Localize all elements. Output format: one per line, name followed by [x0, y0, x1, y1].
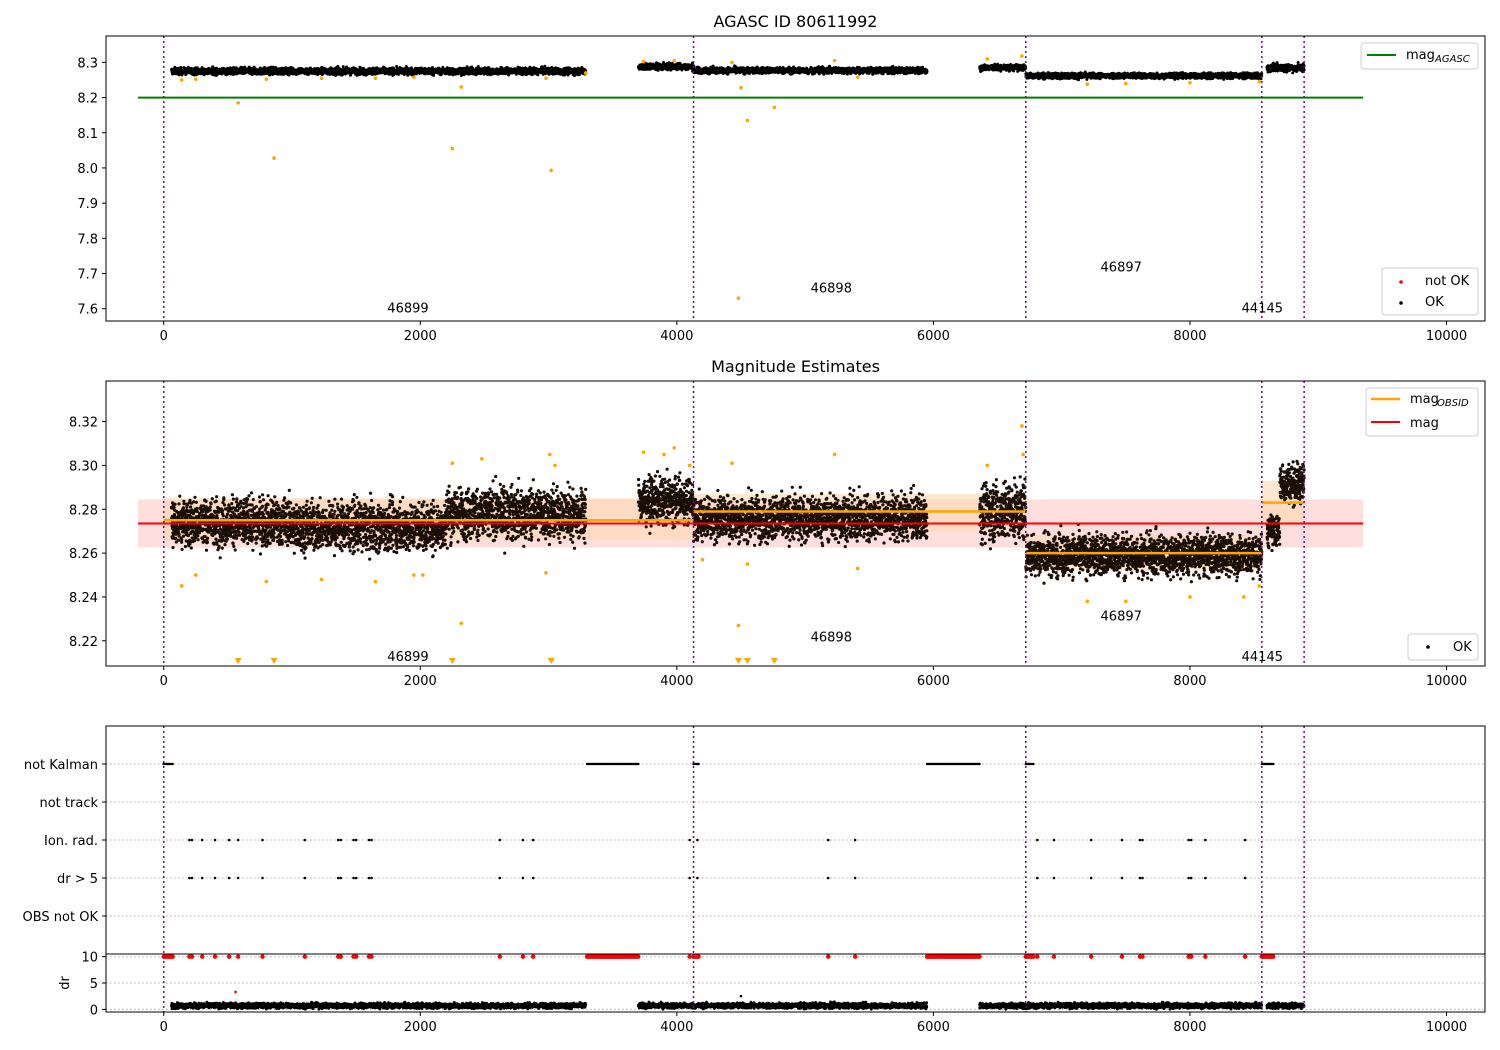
ok-point	[573, 74, 576, 78]
ok-points	[170, 61, 1306, 82]
ok-point	[432, 73, 436, 77]
ok-point	[179, 65, 183, 69]
ok-point	[667, 61, 671, 65]
ok-point	[925, 69, 929, 73]
panel-title: AGASC ID 80611992	[714, 12, 878, 31]
ok-point	[536, 73, 540, 77]
